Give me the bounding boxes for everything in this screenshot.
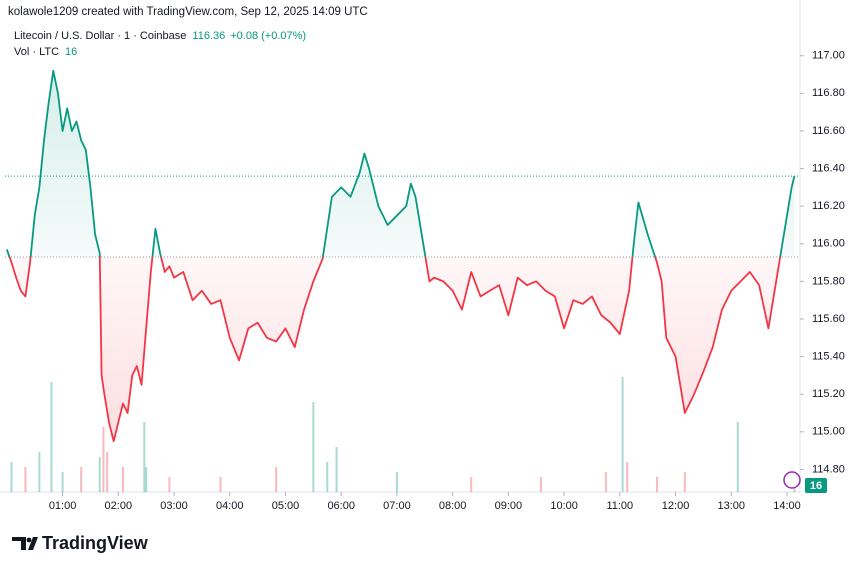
- y-tick-label: 116.40: [812, 162, 845, 174]
- volume-bar: [335, 447, 338, 492]
- change: +0.08 (+0.07%): [230, 30, 306, 42]
- volume-bar: [470, 477, 473, 492]
- volume-bar: [326, 462, 329, 492]
- volume-bar: [168, 477, 171, 492]
- volume-bar: [275, 467, 278, 492]
- volume-bar: [683, 472, 686, 492]
- area-fill: [6, 70, 795, 442]
- volume-label: Vol · LTC: [14, 46, 59, 58]
- volume-bar: [50, 382, 53, 492]
- volume-bar: [80, 467, 83, 492]
- volume-badge: [805, 478, 827, 493]
- x-tick-label: 12:00: [662, 500, 690, 512]
- volume-bar: [10, 462, 13, 492]
- x-tick-label: 10:00: [550, 500, 578, 512]
- x-tick-label: 08:00: [439, 500, 467, 512]
- brand-logo-dot: [26, 537, 32, 543]
- x-tick-label: 05:00: [272, 500, 300, 512]
- symbol: Litecoin / U.S. Dollar · 1 · Coinbase: [14, 30, 186, 42]
- volume-bar: [106, 452, 109, 492]
- y-tick-label: 115.60: [812, 313, 845, 325]
- volume-bar: [24, 467, 27, 492]
- volume-bar: [121, 467, 124, 492]
- x-tick-label: 14:00: [773, 500, 801, 512]
- x-tick-label: 04:00: [216, 500, 244, 512]
- y-tick-label: 116.60: [812, 125, 845, 137]
- volume-bar: [655, 477, 658, 492]
- y-tick-label: 117.00: [812, 50, 845, 62]
- y-tick-label: 116.00: [812, 238, 845, 250]
- volume-value: 16: [65, 46, 77, 58]
- volume-bar: [621, 377, 624, 492]
- y-tick-label: 115.00: [812, 426, 845, 438]
- x-tick-label: 09:00: [495, 500, 523, 512]
- volume-bar: [539, 477, 542, 492]
- volume-bar: [736, 422, 739, 492]
- y-tick-label: 115.80: [812, 275, 845, 287]
- volume-bar: [98, 457, 101, 492]
- x-tick-label: 07:00: [383, 500, 411, 512]
- volume-badge-label: 16: [810, 480, 822, 492]
- volume-bar: [626, 462, 629, 492]
- brand: TradingView: [12, 533, 149, 553]
- y-tick-label: 115.20: [812, 388, 845, 400]
- brand-name: TradingView: [42, 533, 149, 553]
- y-tick-label: 115.40: [812, 351, 845, 363]
- volume-bar: [219, 477, 222, 492]
- x-tick-label: 02:00: [105, 500, 133, 512]
- volume-bar: [604, 472, 607, 492]
- y-tick-label: 114.80: [812, 463, 845, 475]
- volume-bar: [145, 467, 148, 492]
- logo-icon: [783, 471, 801, 489]
- x-tick-label: 06:00: [327, 500, 355, 512]
- volume-bar: [38, 452, 41, 492]
- last-price: 116.36: [192, 30, 225, 42]
- volume-bar: [395, 472, 398, 492]
- x-tick-label: 03:00: [160, 500, 188, 512]
- x-tick-label: 01:00: [49, 500, 77, 512]
- x-tick-label: 11:00: [606, 500, 633, 512]
- header: kolawole1209 created with TradingView.co…: [8, 6, 368, 18]
- y-tick-label: 116.20: [812, 200, 845, 212]
- volume-bar: [312, 402, 315, 492]
- volume-bar: [61, 472, 64, 492]
- y-tick-label: 116.80: [812, 87, 845, 99]
- volume-bar: [143, 422, 146, 492]
- brand-logo: [12, 537, 38, 550]
- price-line: [6, 69, 796, 443]
- volume-bar: [102, 427, 105, 492]
- x-tick-label: 13:00: [718, 500, 746, 512]
